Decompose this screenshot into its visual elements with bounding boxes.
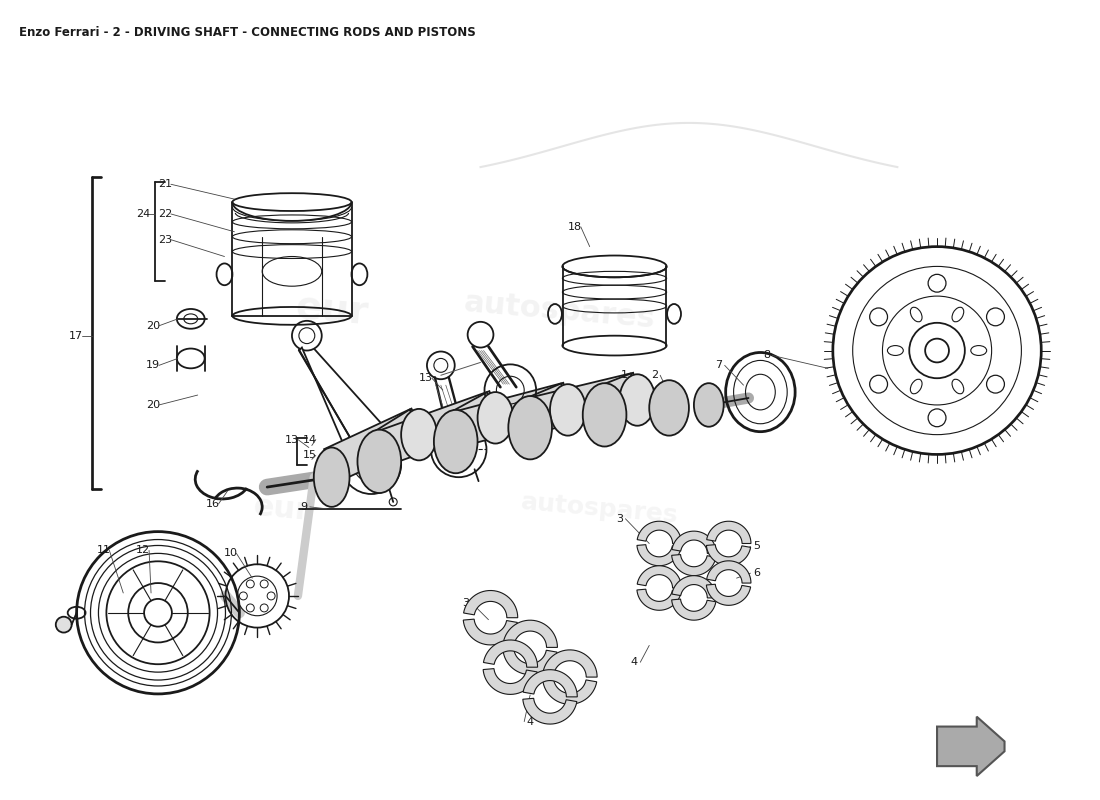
Text: 9: 9 <box>300 502 307 512</box>
Circle shape <box>870 375 888 393</box>
Ellipse shape <box>477 392 514 443</box>
Ellipse shape <box>971 346 987 355</box>
Ellipse shape <box>888 346 903 355</box>
Polygon shape <box>522 698 576 724</box>
Ellipse shape <box>508 396 552 459</box>
Polygon shape <box>483 669 537 694</box>
Ellipse shape <box>550 384 585 436</box>
Circle shape <box>870 308 888 326</box>
Ellipse shape <box>911 307 922 322</box>
Text: 4: 4 <box>630 658 638 667</box>
Text: 7: 7 <box>715 360 723 370</box>
Polygon shape <box>503 649 557 674</box>
Polygon shape <box>370 410 429 465</box>
Polygon shape <box>637 522 682 543</box>
Text: 10: 10 <box>223 548 238 558</box>
Circle shape <box>56 617 72 633</box>
Text: Enzo Ferrari - 2 - DRIVING SHAFT - CONNECTING RODS AND PISTONS: Enzo Ferrari - 2 - DRIVING SHAFT - CONNE… <box>19 26 476 39</box>
Ellipse shape <box>583 383 626 446</box>
Text: 12: 12 <box>136 546 151 555</box>
Text: 23: 23 <box>158 234 172 245</box>
Circle shape <box>261 604 268 612</box>
Polygon shape <box>543 650 597 677</box>
Ellipse shape <box>433 410 477 474</box>
Polygon shape <box>524 383 575 432</box>
Polygon shape <box>504 620 558 647</box>
Text: 24: 24 <box>136 209 151 219</box>
Text: autospares: autospares <box>520 490 680 528</box>
Text: 13: 13 <box>419 374 433 383</box>
Circle shape <box>928 409 946 426</box>
Ellipse shape <box>402 409 437 460</box>
Text: 13: 13 <box>285 434 299 445</box>
Polygon shape <box>299 347 350 445</box>
Ellipse shape <box>952 379 964 394</box>
Text: 5: 5 <box>752 542 760 551</box>
Text: 3: 3 <box>462 598 469 608</box>
Polygon shape <box>542 678 596 704</box>
Polygon shape <box>373 391 502 466</box>
Ellipse shape <box>619 374 656 426</box>
Polygon shape <box>672 599 716 620</box>
Circle shape <box>267 592 275 600</box>
Text: 22: 22 <box>157 209 172 219</box>
Text: 20: 20 <box>146 400 161 410</box>
Text: 2: 2 <box>650 370 658 380</box>
Text: 21: 21 <box>158 179 172 190</box>
Polygon shape <box>637 589 681 610</box>
Polygon shape <box>451 382 572 447</box>
Polygon shape <box>463 590 518 618</box>
Text: 18: 18 <box>568 222 582 232</box>
Polygon shape <box>672 576 716 598</box>
Circle shape <box>246 604 254 612</box>
Text: 11: 11 <box>97 546 110 555</box>
Text: 8: 8 <box>762 350 770 361</box>
Circle shape <box>987 375 1004 393</box>
Text: eur: eur <box>252 492 311 526</box>
Ellipse shape <box>952 307 964 322</box>
Polygon shape <box>463 619 517 645</box>
Circle shape <box>987 308 1004 326</box>
Polygon shape <box>637 566 682 588</box>
Polygon shape <box>706 584 750 606</box>
Text: 1: 1 <box>620 370 628 380</box>
Polygon shape <box>672 531 716 554</box>
Polygon shape <box>706 522 751 543</box>
Ellipse shape <box>694 383 724 426</box>
Polygon shape <box>526 373 641 433</box>
Circle shape <box>246 580 254 588</box>
Text: 14: 14 <box>302 434 317 445</box>
Ellipse shape <box>649 380 689 436</box>
Circle shape <box>928 274 946 292</box>
Polygon shape <box>447 392 504 446</box>
Polygon shape <box>598 374 644 419</box>
Ellipse shape <box>314 447 350 507</box>
Polygon shape <box>937 717 1004 776</box>
Ellipse shape <box>358 430 402 493</box>
Text: 17: 17 <box>68 330 82 341</box>
Polygon shape <box>637 545 681 566</box>
Text: 4: 4 <box>527 717 534 726</box>
Polygon shape <box>706 561 751 583</box>
Text: 20: 20 <box>146 321 161 330</box>
Text: autospares: autospares <box>463 288 657 334</box>
Text: 15: 15 <box>302 450 317 461</box>
Circle shape <box>240 592 248 600</box>
Text: 3: 3 <box>616 514 623 524</box>
Polygon shape <box>706 545 750 566</box>
Text: 6: 6 <box>752 568 760 578</box>
Ellipse shape <box>911 379 922 394</box>
Text: 16: 16 <box>206 499 220 509</box>
Polygon shape <box>324 409 427 482</box>
Text: eur: eur <box>294 289 370 333</box>
Circle shape <box>261 580 268 588</box>
Polygon shape <box>483 640 538 667</box>
Text: 19: 19 <box>146 360 161 370</box>
Polygon shape <box>524 670 578 697</box>
Polygon shape <box>672 554 716 576</box>
